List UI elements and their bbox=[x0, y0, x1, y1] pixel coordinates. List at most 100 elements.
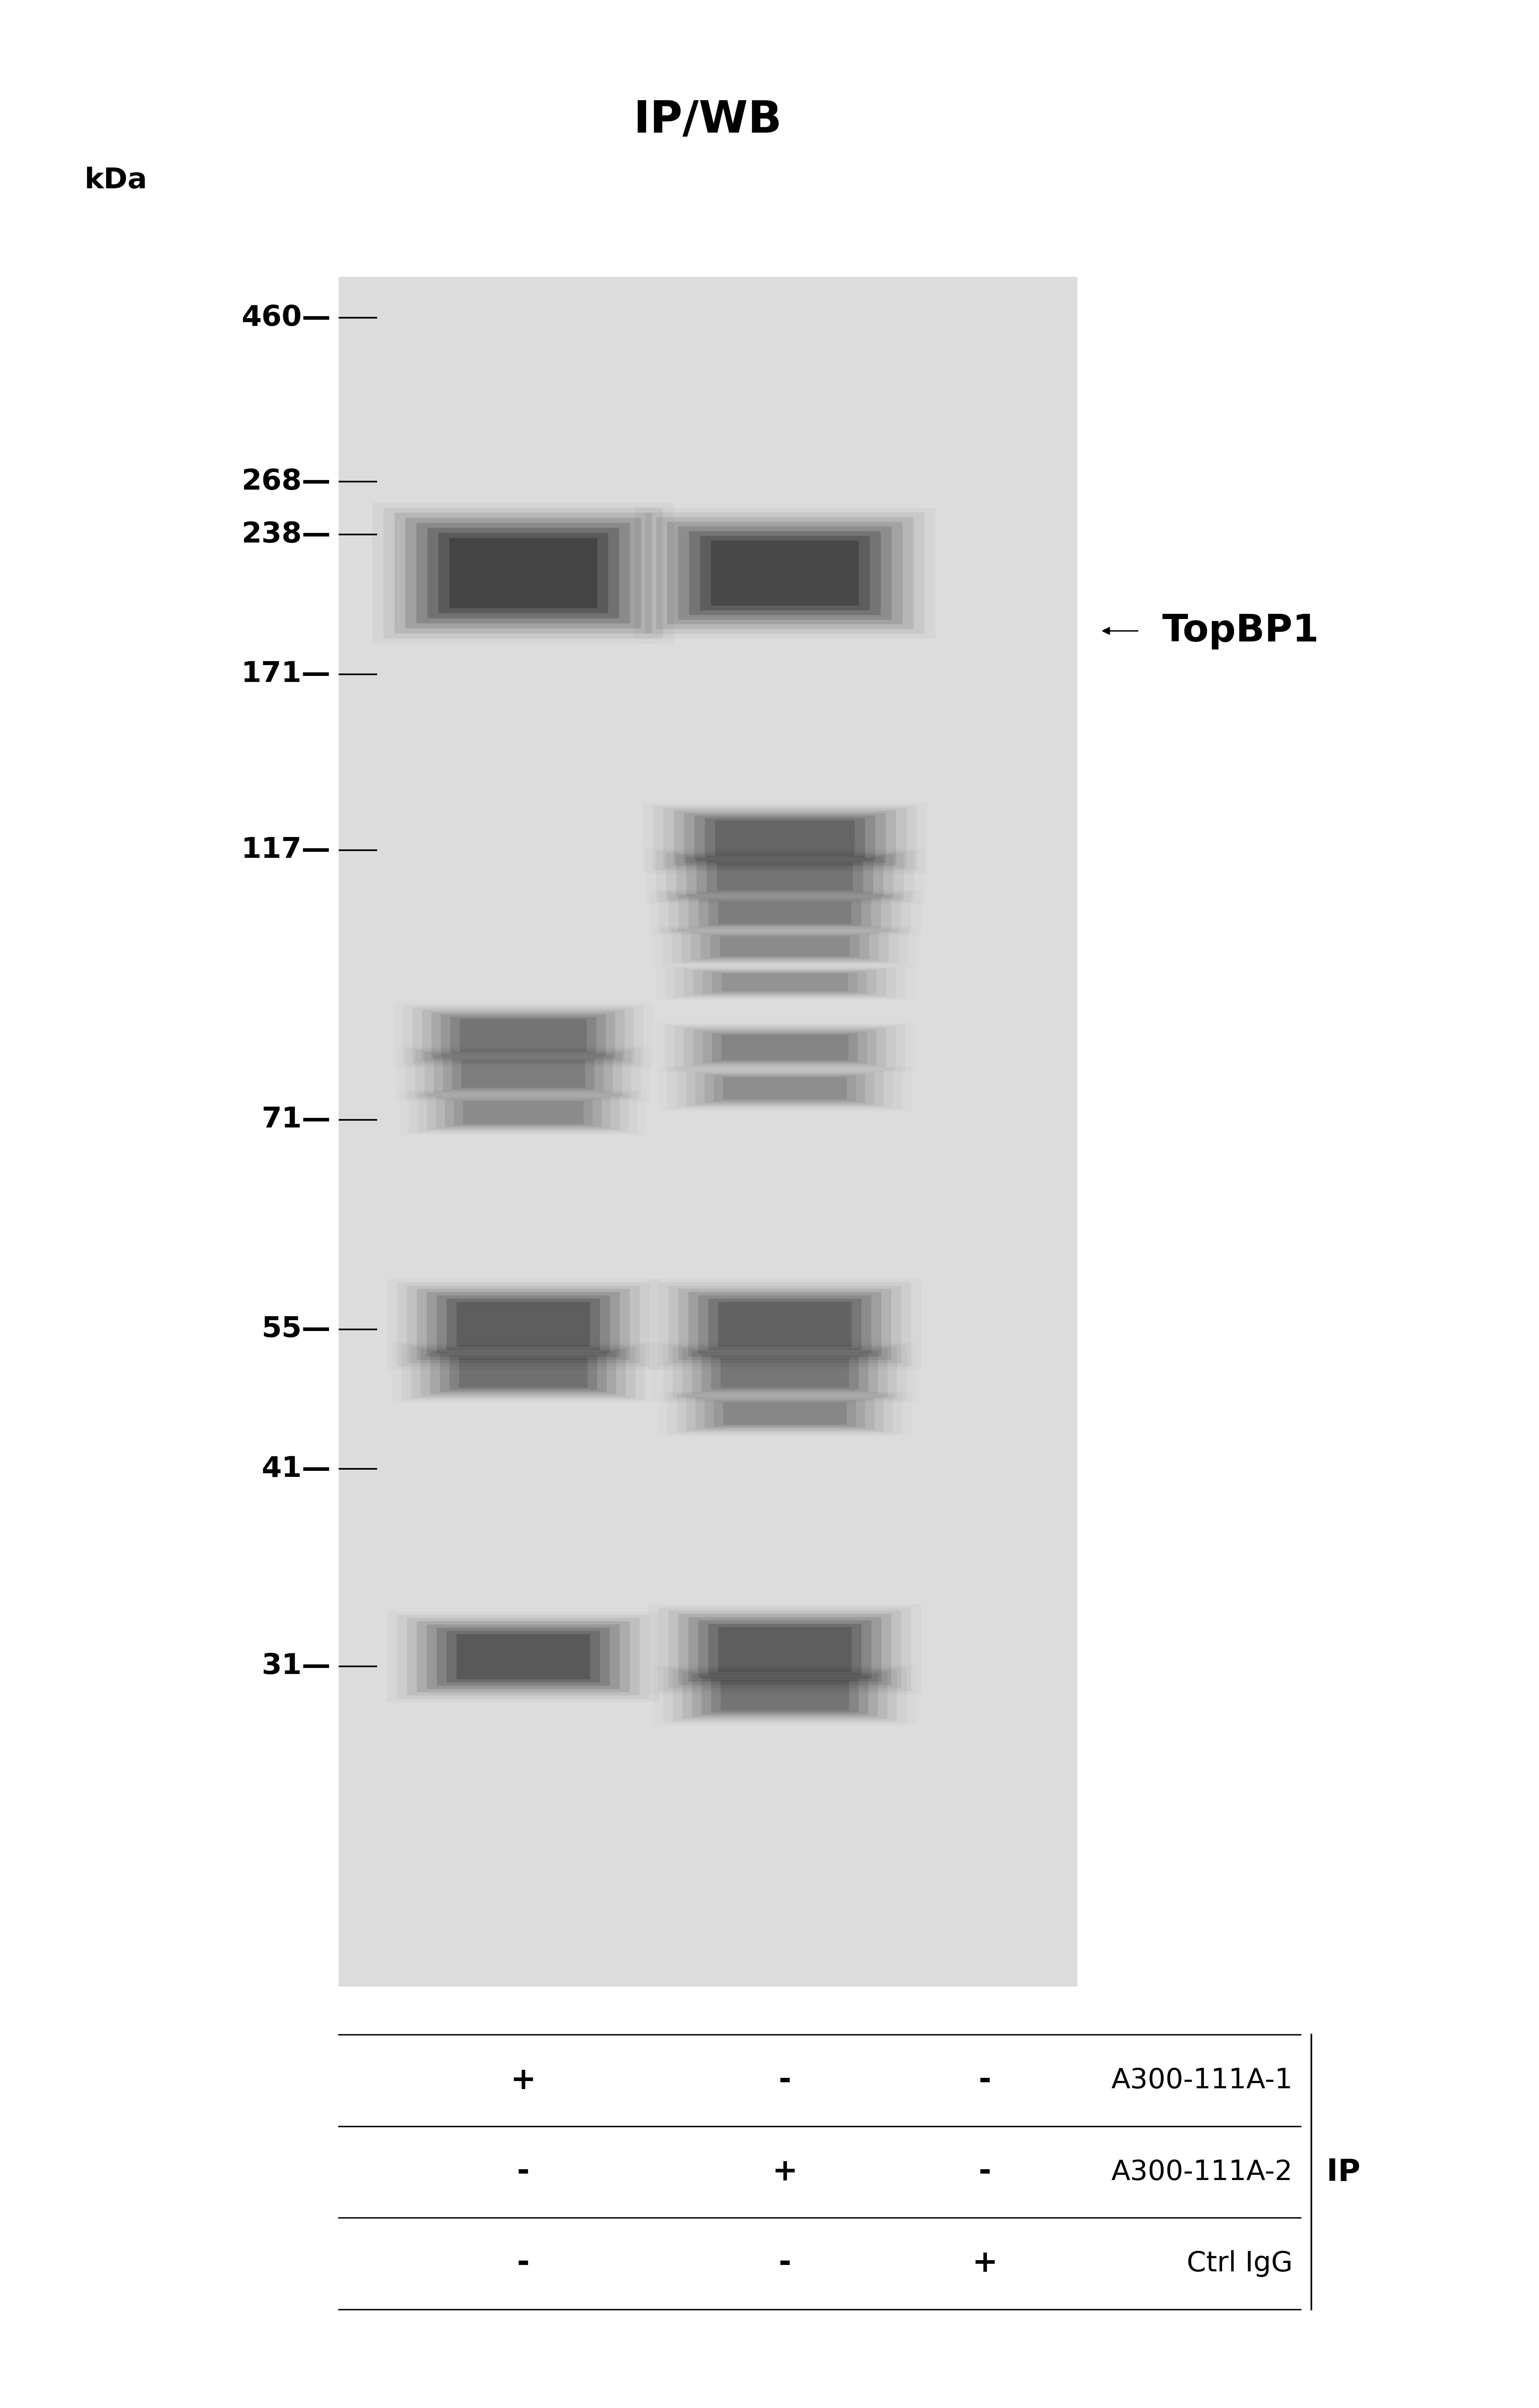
FancyBboxPatch shape bbox=[708, 1298, 862, 1351]
FancyBboxPatch shape bbox=[417, 1621, 629, 1693]
Text: +: + bbox=[773, 2158, 797, 2186]
FancyBboxPatch shape bbox=[716, 821, 854, 855]
FancyBboxPatch shape bbox=[694, 816, 876, 860]
FancyBboxPatch shape bbox=[691, 932, 879, 961]
FancyBboxPatch shape bbox=[431, 1351, 616, 1394]
Text: 460—: 460— bbox=[242, 303, 331, 332]
FancyBboxPatch shape bbox=[431, 1011, 616, 1060]
FancyBboxPatch shape bbox=[693, 1351, 877, 1394]
FancyBboxPatch shape bbox=[411, 1346, 636, 1399]
FancyBboxPatch shape bbox=[702, 1353, 868, 1392]
FancyBboxPatch shape bbox=[666, 523, 903, 624]
FancyBboxPatch shape bbox=[449, 1356, 597, 1389]
Text: -: - bbox=[517, 2158, 529, 2186]
FancyBboxPatch shape bbox=[434, 1055, 613, 1093]
FancyBboxPatch shape bbox=[699, 898, 871, 927]
FancyBboxPatch shape bbox=[437, 1296, 609, 1353]
Text: 117—: 117— bbox=[242, 836, 331, 864]
FancyBboxPatch shape bbox=[700, 934, 870, 958]
Text: 41—: 41— bbox=[262, 1454, 331, 1483]
FancyBboxPatch shape bbox=[436, 1096, 611, 1129]
FancyBboxPatch shape bbox=[683, 1028, 886, 1067]
FancyBboxPatch shape bbox=[714, 1076, 856, 1100]
FancyBboxPatch shape bbox=[417, 523, 629, 624]
FancyBboxPatch shape bbox=[457, 1303, 589, 1346]
Text: -: - bbox=[779, 2066, 791, 2095]
FancyBboxPatch shape bbox=[445, 1098, 602, 1127]
Text: IP/WB: IP/WB bbox=[634, 99, 782, 142]
FancyBboxPatch shape bbox=[674, 811, 896, 864]
FancyBboxPatch shape bbox=[700, 537, 870, 609]
FancyBboxPatch shape bbox=[406, 1286, 640, 1363]
FancyBboxPatch shape bbox=[663, 807, 906, 869]
FancyBboxPatch shape bbox=[440, 1353, 606, 1392]
FancyBboxPatch shape bbox=[722, 973, 848, 992]
Text: -: - bbox=[779, 2249, 791, 2278]
FancyBboxPatch shape bbox=[463, 1100, 583, 1125]
FancyBboxPatch shape bbox=[437, 1628, 609, 1686]
FancyBboxPatch shape bbox=[711, 1356, 859, 1389]
FancyBboxPatch shape bbox=[439, 532, 608, 614]
FancyBboxPatch shape bbox=[705, 1399, 865, 1428]
FancyBboxPatch shape bbox=[679, 1613, 891, 1686]
FancyBboxPatch shape bbox=[722, 1035, 848, 1060]
FancyBboxPatch shape bbox=[426, 1293, 620, 1356]
FancyBboxPatch shape bbox=[699, 1296, 871, 1353]
Text: -: - bbox=[979, 2158, 991, 2186]
Bar bbox=[339, 277, 1077, 1987]
Text: -: - bbox=[517, 2249, 529, 2278]
FancyBboxPatch shape bbox=[422, 1009, 625, 1062]
FancyBboxPatch shape bbox=[679, 527, 891, 619]
FancyBboxPatch shape bbox=[405, 518, 642, 628]
FancyBboxPatch shape bbox=[682, 1671, 888, 1719]
FancyBboxPatch shape bbox=[686, 857, 883, 896]
Text: 238—: 238— bbox=[242, 520, 331, 549]
FancyBboxPatch shape bbox=[713, 973, 857, 992]
Text: +: + bbox=[973, 2249, 997, 2278]
FancyBboxPatch shape bbox=[688, 1618, 882, 1681]
Text: A300-111A-1: A300-111A-1 bbox=[1111, 2066, 1293, 2095]
FancyBboxPatch shape bbox=[720, 1358, 850, 1387]
FancyBboxPatch shape bbox=[689, 532, 880, 614]
FancyBboxPatch shape bbox=[460, 1019, 586, 1052]
Text: 71—: 71— bbox=[262, 1105, 331, 1134]
FancyBboxPatch shape bbox=[676, 855, 894, 898]
Text: -: - bbox=[979, 2066, 991, 2095]
FancyBboxPatch shape bbox=[679, 1288, 891, 1361]
FancyBboxPatch shape bbox=[714, 1401, 856, 1426]
FancyBboxPatch shape bbox=[719, 1628, 851, 1671]
FancyBboxPatch shape bbox=[711, 539, 859, 607]
FancyBboxPatch shape bbox=[682, 1348, 888, 1397]
FancyBboxPatch shape bbox=[668, 1611, 902, 1688]
FancyBboxPatch shape bbox=[446, 1630, 600, 1683]
Text: kDa: kDa bbox=[85, 166, 148, 195]
FancyBboxPatch shape bbox=[717, 862, 853, 891]
FancyBboxPatch shape bbox=[723, 1076, 846, 1100]
FancyBboxPatch shape bbox=[719, 1303, 851, 1346]
FancyBboxPatch shape bbox=[702, 1031, 868, 1064]
FancyBboxPatch shape bbox=[446, 1298, 600, 1351]
FancyBboxPatch shape bbox=[705, 819, 865, 857]
FancyBboxPatch shape bbox=[426, 1625, 620, 1688]
Text: 268—: 268— bbox=[242, 467, 331, 496]
FancyBboxPatch shape bbox=[406, 1618, 640, 1695]
FancyBboxPatch shape bbox=[711, 1678, 859, 1712]
FancyBboxPatch shape bbox=[440, 1014, 606, 1057]
FancyBboxPatch shape bbox=[705, 1074, 865, 1103]
FancyBboxPatch shape bbox=[719, 901, 851, 925]
FancyBboxPatch shape bbox=[720, 937, 850, 956]
FancyBboxPatch shape bbox=[459, 1358, 588, 1387]
FancyBboxPatch shape bbox=[452, 1057, 594, 1091]
FancyBboxPatch shape bbox=[720, 1681, 850, 1710]
FancyBboxPatch shape bbox=[723, 1401, 846, 1426]
FancyBboxPatch shape bbox=[420, 1348, 626, 1397]
Text: 171—: 171— bbox=[242, 660, 331, 689]
FancyBboxPatch shape bbox=[699, 1621, 871, 1678]
FancyBboxPatch shape bbox=[696, 1072, 874, 1105]
FancyBboxPatch shape bbox=[686, 1397, 883, 1430]
Text: IP: IP bbox=[1327, 2158, 1360, 2186]
Text: 31—: 31— bbox=[262, 1652, 331, 1681]
Text: +: + bbox=[511, 2066, 536, 2095]
FancyBboxPatch shape bbox=[708, 901, 862, 925]
FancyBboxPatch shape bbox=[683, 814, 886, 862]
